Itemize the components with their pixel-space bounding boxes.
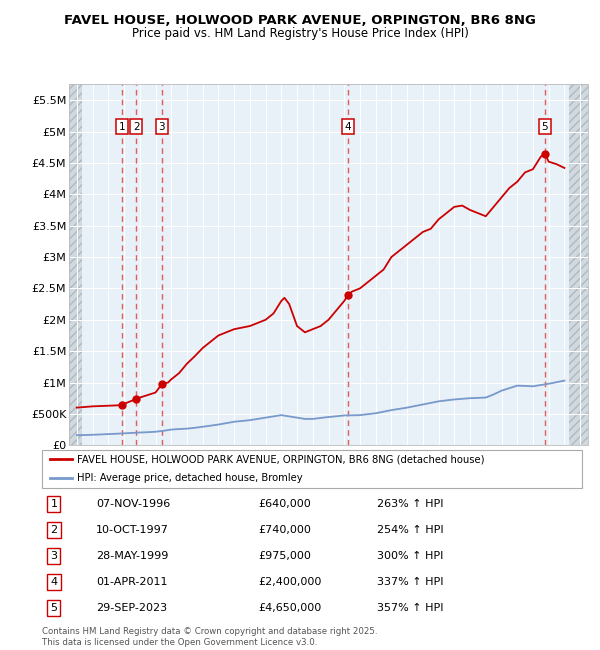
Text: Contains HM Land Registry data © Crown copyright and database right 2025.
This d: Contains HM Land Registry data © Crown c… <box>42 627 377 647</box>
Text: 1: 1 <box>118 122 125 132</box>
Text: HPI: Average price, detached house, Bromley: HPI: Average price, detached house, Brom… <box>77 473 303 483</box>
Text: £4,650,000: £4,650,000 <box>258 603 321 613</box>
Text: 3: 3 <box>50 551 58 561</box>
Text: 263% ↑ HPI: 263% ↑ HPI <box>377 499 443 509</box>
Text: 2: 2 <box>133 122 140 132</box>
FancyBboxPatch shape <box>42 450 582 488</box>
Text: 5: 5 <box>541 122 548 132</box>
Text: 337% ↑ HPI: 337% ↑ HPI <box>377 577 443 587</box>
Bar <box>569 84 588 445</box>
Text: 28-MAY-1999: 28-MAY-1999 <box>96 551 169 561</box>
Text: 10-OCT-1997: 10-OCT-1997 <box>96 525 169 535</box>
Text: 01-APR-2011: 01-APR-2011 <box>96 577 167 587</box>
Text: FAVEL HOUSE, HOLWOOD PARK AVENUE, ORPINGTON, BR6 8NG (detached house): FAVEL HOUSE, HOLWOOD PARK AVENUE, ORPING… <box>77 454 485 464</box>
Text: £2,400,000: £2,400,000 <box>258 577 322 587</box>
Bar <box>69 84 82 445</box>
Text: 29-SEP-2023: 29-SEP-2023 <box>96 603 167 613</box>
Text: FAVEL HOUSE, HOLWOOD PARK AVENUE, ORPINGTON, BR6 8NG: FAVEL HOUSE, HOLWOOD PARK AVENUE, ORPING… <box>64 14 536 27</box>
Text: £640,000: £640,000 <box>258 499 311 509</box>
Text: 3: 3 <box>158 122 165 132</box>
Text: 5: 5 <box>50 603 58 613</box>
Text: 300% ↑ HPI: 300% ↑ HPI <box>377 551 443 561</box>
Text: 357% ↑ HPI: 357% ↑ HPI <box>377 603 443 613</box>
Text: 4: 4 <box>345 122 352 132</box>
Text: £975,000: £975,000 <box>258 551 311 561</box>
Text: 07-NOV-1996: 07-NOV-1996 <box>96 499 170 509</box>
Text: Price paid vs. HM Land Registry's House Price Index (HPI): Price paid vs. HM Land Registry's House … <box>131 27 469 40</box>
Text: £740,000: £740,000 <box>258 525 311 535</box>
Text: 2: 2 <box>50 525 58 535</box>
Text: 4: 4 <box>50 577 58 587</box>
Text: 1: 1 <box>50 499 58 509</box>
Text: 254% ↑ HPI: 254% ↑ HPI <box>377 525 443 535</box>
